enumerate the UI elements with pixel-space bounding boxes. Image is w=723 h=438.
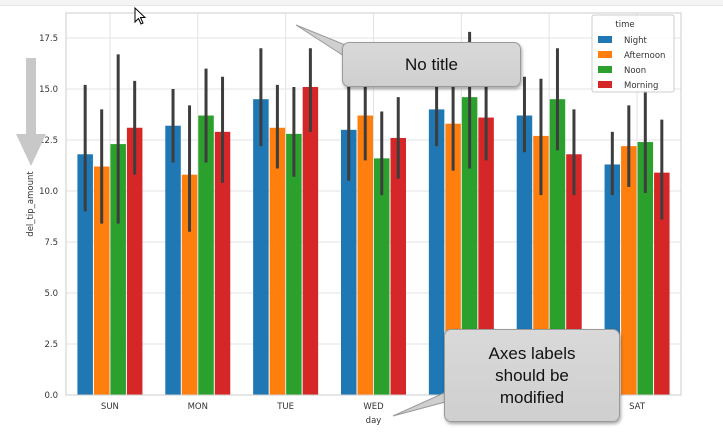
callout-no-title-text: No title: [405, 54, 458, 74]
legend-label: Night: [624, 36, 648, 46]
y-axis-label: del_tip_amount: [26, 171, 36, 237]
y-tick-label: 12.5: [39, 136, 58, 146]
y-tick-label: 5.0: [44, 289, 58, 299]
legend-items: Night Afternoon Noon Morning: [598, 36, 665, 91]
legend: time Night Afternoon Noon Morning: [591, 14, 675, 93]
legend-box: [591, 14, 675, 93]
x-tick-label: TUE: [276, 402, 294, 412]
legend-swatch: [598, 51, 612, 58]
bar: [654, 172, 670, 395]
bar: [77, 154, 93, 395]
down-arrow-icon: [16, 58, 46, 166]
y-tick-label: 10.0: [39, 187, 58, 197]
bar: [214, 131, 231, 395]
bar: [478, 117, 494, 395]
error-bars: [83, 31, 664, 232]
bar: [621, 146, 637, 395]
bar: [516, 115, 533, 396]
bar: [445, 123, 461, 396]
bar: [253, 99, 269, 395]
bar: [341, 129, 357, 396]
bar: [390, 137, 406, 395]
x-tick-label: WED: [363, 402, 384, 412]
callout-arrow-title: [295, 24, 349, 57]
y-tick-label: 15.0: [39, 85, 58, 95]
x-tick-label: SUN: [101, 402, 119, 412]
bar: [286, 133, 302, 395]
bars: [77, 86, 670, 396]
callout-axes-labels: Axes labels should be modified: [444, 329, 620, 422]
x-axis-label: day: [366, 416, 382, 426]
bar: [302, 86, 319, 396]
bar: [93, 166, 110, 395]
y-tick-label: 2.5: [44, 340, 58, 350]
window-top-strip: [0, 0, 723, 6]
callout-no-title: No title: [342, 42, 521, 87]
y-tick-label: 7.5: [44, 238, 58, 248]
legend-title: time: [615, 20, 634, 30]
mouse-cursor-icon: [134, 6, 147, 25]
bar: [269, 127, 286, 395]
bar: [461, 97, 478, 395]
bar: [126, 127, 143, 395]
y-tick-labels: 0.0 2.5 5.0 7.5 10.0 12.5 15.0 17.5: [39, 34, 58, 401]
legend-label: Noon: [624, 66, 646, 76]
y-tick-label: 17.5: [39, 34, 58, 44]
bar: [198, 115, 214, 396]
bar: [181, 174, 198, 395]
bar: [357, 115, 373, 396]
legend-swatch: [598, 36, 612, 43]
legend-label: Morning: [624, 81, 658, 91]
callout-axes-labels-text: Axes labels should be modified: [488, 343, 576, 407]
bar: [374, 158, 390, 395]
legend-label: Afternoon: [624, 51, 665, 61]
legend-swatch: [598, 66, 612, 73]
x-tick-label: SAT: [629, 402, 646, 412]
x-tick-label: MON: [188, 402, 208, 412]
bar: [428, 109, 445, 396]
legend-swatch: [598, 81, 612, 88]
bar: [549, 99, 566, 395]
bar: [165, 125, 181, 395]
plot-frame: [65, 12, 682, 396]
bar: [637, 142, 654, 395]
bar: [110, 144, 126, 395]
y-tick-label: 0.0: [44, 391, 58, 401]
